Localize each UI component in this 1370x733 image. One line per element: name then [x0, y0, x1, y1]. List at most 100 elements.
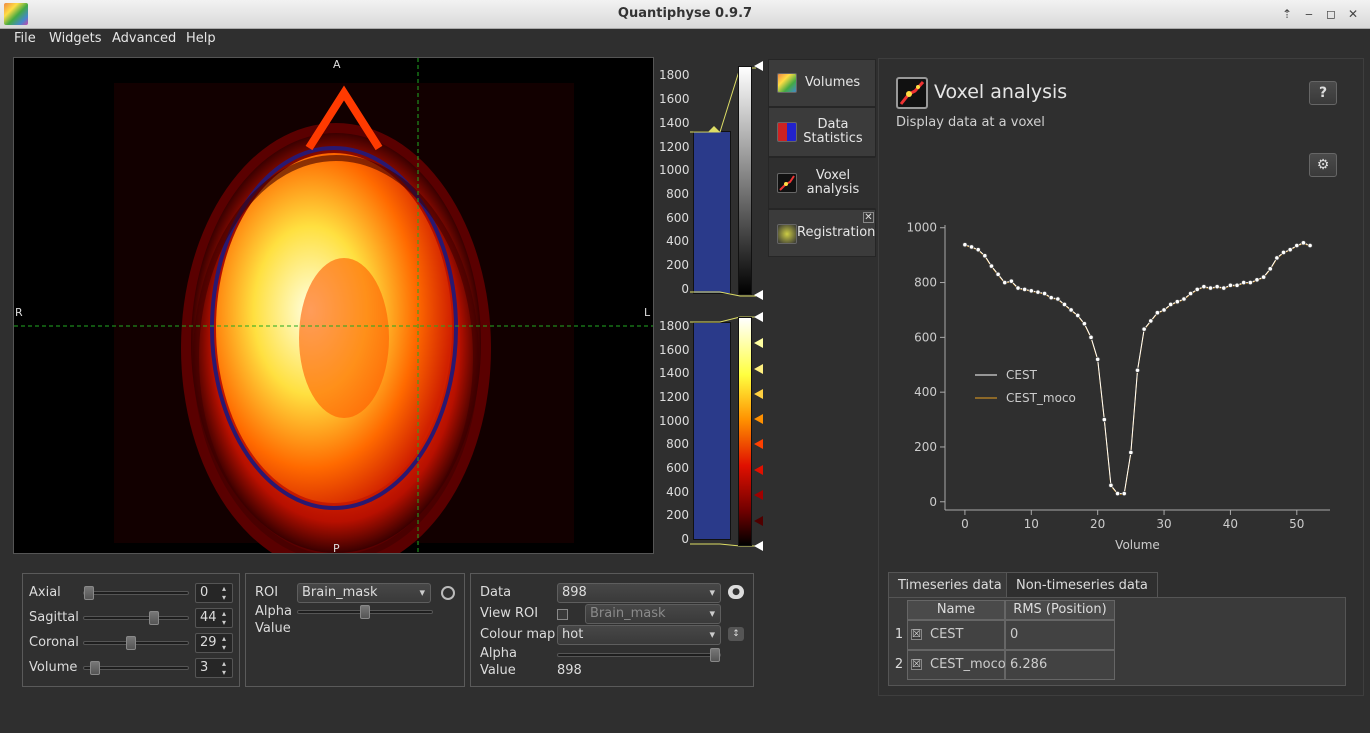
- data-point: [1128, 449, 1134, 456]
- y-tick-label: 600: [914, 330, 937, 344]
- ytick: 1800: [659, 319, 690, 333]
- settings-button[interactable]: ⚙: [1309, 153, 1337, 177]
- data-point: [1101, 416, 1107, 423]
- tab-timeseries-data[interactable]: Timeseries data: [888, 572, 1012, 597]
- data-point: [1041, 290, 1048, 297]
- volumes-icon: [777, 73, 797, 93]
- colorbar-stop-marker[interactable]: [754, 439, 763, 449]
- colorbar-stop-marker[interactable]: [754, 414, 763, 424]
- slider-handle[interactable]: [84, 586, 94, 600]
- data-point: [1234, 282, 1240, 288]
- axial-slider[interactable]: [83, 586, 189, 600]
- row-visible-checkbox[interactable]: ☒: [911, 659, 922, 670]
- data-point: [1022, 286, 1028, 292]
- maximize-window-icon[interactable]: ◻: [1326, 7, 1336, 21]
- tab-non-timeseries-data[interactable]: Non-timeseries data: [1006, 572, 1158, 597]
- colorbar-stop-marker[interactable]: [754, 364, 763, 374]
- tab-data-statistics[interactable]: Data Statistics: [768, 107, 876, 157]
- menu-advanced[interactable]: Advanced: [112, 31, 177, 46]
- sagittal-label: Sagittal: [29, 610, 79, 625]
- data-visibility-icon[interactable]: ●: [728, 585, 744, 599]
- data-statistics-icon: [777, 122, 797, 142]
- view-roi-checkbox[interactable]: [557, 609, 568, 620]
- ytick: 400: [666, 485, 689, 499]
- tab-volumes[interactable]: Volumes: [768, 59, 876, 107]
- data-point: [1214, 284, 1220, 290]
- menu-help[interactable]: Help: [186, 31, 216, 46]
- data-select[interactable]: 898: [557, 583, 721, 603]
- colorbar-stop-marker[interactable]: [754, 516, 763, 526]
- slider-handle[interactable]: [710, 648, 720, 662]
- roi-view-toggle-icon[interactable]: [441, 586, 455, 600]
- data-label: Data: [480, 585, 512, 600]
- data-point: [1174, 299, 1180, 305]
- ytick: 1800: [659, 68, 690, 82]
- voxel-timeseries-chart: 0 200 400 600 800 1000 0 10 20 30 40 50 Volume CEST CE…: [906, 221, 1330, 552]
- roi-select[interactable]: Brain_mask: [297, 583, 431, 603]
- table-cell-rms: 0: [1005, 620, 1115, 650]
- ytick: 400: [666, 234, 689, 248]
- histogram-bars: [693, 322, 731, 540]
- data-point: [1194, 286, 1200, 292]
- data-point: [1241, 279, 1247, 286]
- slider-handle[interactable]: [89, 661, 100, 675]
- ytick: 0: [681, 282, 689, 296]
- data-point: [1061, 301, 1068, 308]
- axial-spinbox[interactable]: 0: [195, 583, 233, 603]
- ytick: 1600: [659, 92, 690, 106]
- colour-map-select[interactable]: hot: [557, 625, 721, 645]
- slider-handle[interactable]: [360, 605, 370, 619]
- menu-file[interactable]: File: [14, 31, 36, 46]
- data-point: [1227, 282, 1234, 288]
- ytick: 600: [666, 211, 689, 225]
- hot-colorbar: [738, 317, 752, 546]
- slider-handle[interactable]: [148, 611, 159, 625]
- sagittal-slider[interactable]: [83, 611, 189, 625]
- data-point: [1035, 289, 1041, 295]
- colorbar-stop-marker[interactable]: [754, 389, 763, 399]
- roi-alpha-slider[interactable]: [297, 605, 433, 619]
- table-header-name[interactable]: Name: [907, 600, 1005, 620]
- ytick: 200: [666, 258, 689, 272]
- data-point: [1181, 296, 1187, 302]
- table-header-rms[interactable]: RMS (Position): [1005, 600, 1115, 620]
- help-button[interactable]: ?: [1309, 81, 1337, 105]
- colourmap-levels-icon[interactable]: ↕: [728, 627, 744, 641]
- data-point: [1055, 296, 1061, 302]
- coronal-slider[interactable]: [83, 636, 189, 650]
- roi-value-label: Value: [255, 621, 291, 636]
- colorbar-max-marker[interactable]: [754, 312, 763, 322]
- colorbar-stop-marker[interactable]: [754, 490, 763, 500]
- colorbar-min-marker[interactable]: [754, 541, 763, 551]
- image-viewer[interactable]: A P R L: [13, 57, 654, 554]
- tab-voxel-analysis[interactable]: Voxel analysis: [768, 157, 876, 209]
- data-point: [1108, 482, 1114, 488]
- view-roi-select[interactable]: Brain_mask: [585, 604, 721, 624]
- ytick: 200: [666, 508, 689, 522]
- coronal-spinbox[interactable]: 29: [195, 633, 233, 653]
- minimize-window-icon[interactable]: ‒: [1305, 7, 1313, 21]
- tab-registration[interactable]: Registration ✕: [768, 209, 876, 257]
- close-window-icon[interactable]: ✕: [1347, 7, 1359, 21]
- y-tick-label: 400: [914, 385, 937, 399]
- volume-spinbox[interactable]: 3: [195, 658, 233, 678]
- sagittal-spinbox[interactable]: 44: [195, 608, 233, 628]
- colorbar-max-marker[interactable]: [754, 61, 763, 71]
- volume-label: Volume: [29, 660, 78, 675]
- ytick: 1400: [659, 366, 690, 380]
- colorbar-stop-marker[interactable]: [754, 338, 763, 348]
- row-visible-checkbox[interactable]: ☒: [911, 629, 922, 640]
- slider-handle[interactable]: [126, 636, 137, 650]
- menu-widgets[interactable]: Widgets: [49, 31, 102, 46]
- colorbar-min-marker[interactable]: [754, 290, 763, 300]
- close-tab-icon[interactable]: ✕: [863, 212, 874, 223]
- voxel-analysis-icon: [896, 77, 928, 109]
- x-tick-label: 0: [961, 517, 969, 531]
- ytick: 1200: [659, 390, 690, 404]
- data-alpha-slider[interactable]: [557, 648, 721, 662]
- data-point: [1015, 285, 1021, 291]
- volume-slider[interactable]: [83, 661, 189, 675]
- data-point: [982, 253, 988, 259]
- colorbar-stop-marker[interactable]: [754, 465, 763, 475]
- shade-window-icon[interactable]: ⇡: [1281, 7, 1293, 21]
